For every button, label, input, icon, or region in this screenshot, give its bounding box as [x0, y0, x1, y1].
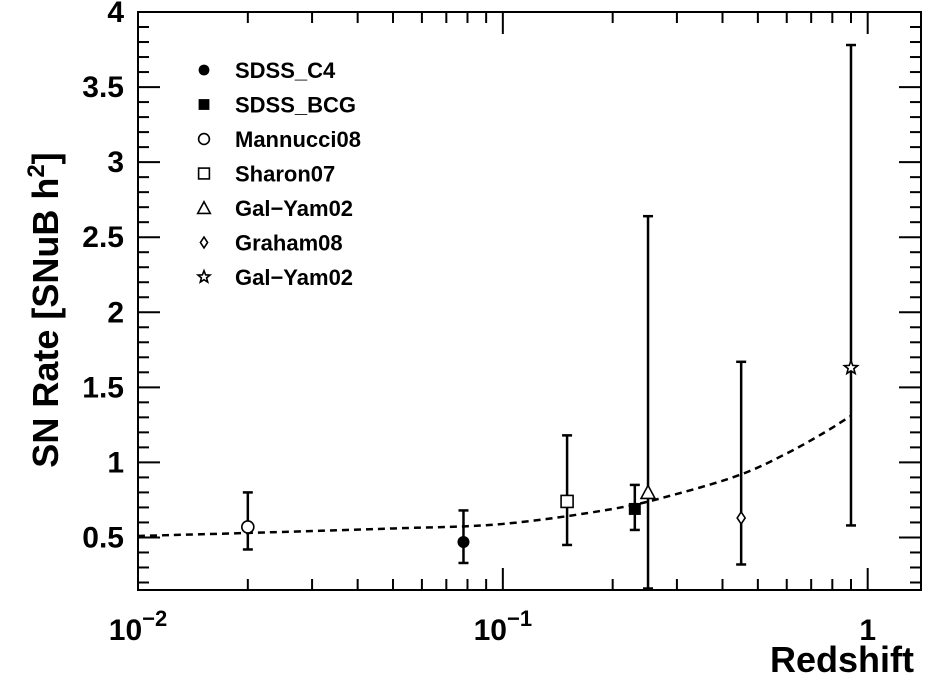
y-tick-label: 2 [107, 296, 124, 329]
y-tick-label: 3.5 [82, 71, 124, 104]
y-tick-label: 1.5 [82, 371, 124, 404]
y-axis-title-close: ] [25, 152, 66, 164]
y-axis-title: SN Rate [SNuB h2] [23, 152, 66, 467]
x-tick-label: 1 [859, 614, 876, 647]
error-bar-layer [242, 43, 856, 590]
x-tick-exponent: −1 [507, 606, 532, 631]
y-axis-title-main: SN Rate [SNuB h [25, 178, 66, 468]
fit-curve-layer [137, 414, 852, 538]
x-axis-title: Redshift [770, 639, 914, 680]
x-tick-label: 10−1 [474, 606, 532, 647]
legend-label: Sharon07 [235, 162, 335, 187]
x-tick-base: 10 [474, 614, 507, 647]
y-tick-label: 3 [107, 146, 124, 179]
x-tick-base: 1 [859, 614, 876, 647]
fit-curve-dashed [137, 414, 852, 538]
y-tick-label: 0.5 [82, 521, 124, 554]
legend-marker-filled-circle [198, 64, 210, 76]
legend-marker-open-diamond [199, 235, 209, 250]
data-point-open-square [560, 494, 574, 509]
x-tick-label: 10−2 [109, 606, 167, 647]
legend-label: Mannucci08 [235, 127, 361, 152]
y-tick-label: 2.5 [82, 221, 124, 254]
legend-marker-open-circle [197, 132, 211, 146]
x-tick-base: 10 [109, 614, 142, 647]
y-axis-title-sup: 2 [23, 164, 50, 177]
legend-label: Gal−Yam02 [235, 196, 353, 221]
y-tick-label: 1 [107, 446, 124, 479]
data-point-filled-circle [457, 535, 470, 548]
legend-marker-filled-square [198, 99, 210, 110]
data-point-open-circle [241, 520, 255, 534]
legend-label: SDSS_BCG [235, 93, 356, 118]
data-point-filled-square [628, 502, 641, 515]
y-tick-label: 4 [107, 0, 124, 29]
legend: SDSS_C4 SDSS_BCG Mannucci08 Sharon07 Gal−Yam… [195, 58, 361, 290]
data-point-open-triangle [639, 483, 657, 500]
x-tick-exponent: −2 [142, 606, 167, 631]
marker-layer [241, 358, 860, 548]
legend-marker-open-star [195, 268, 213, 284]
legend-label: Graham08 [235, 231, 343, 256]
data-point-open-diamond [736, 510, 747, 526]
legend-label: SDSS_C4 [235, 58, 336, 83]
legend-label: Gal−Yam02 [235, 265, 353, 290]
legend-marker-open-triangle [196, 200, 212, 215]
legend-marker-open-square [197, 167, 211, 180]
plot-frame [137, 11, 922, 591]
data-point-open-star [842, 358, 860, 376]
